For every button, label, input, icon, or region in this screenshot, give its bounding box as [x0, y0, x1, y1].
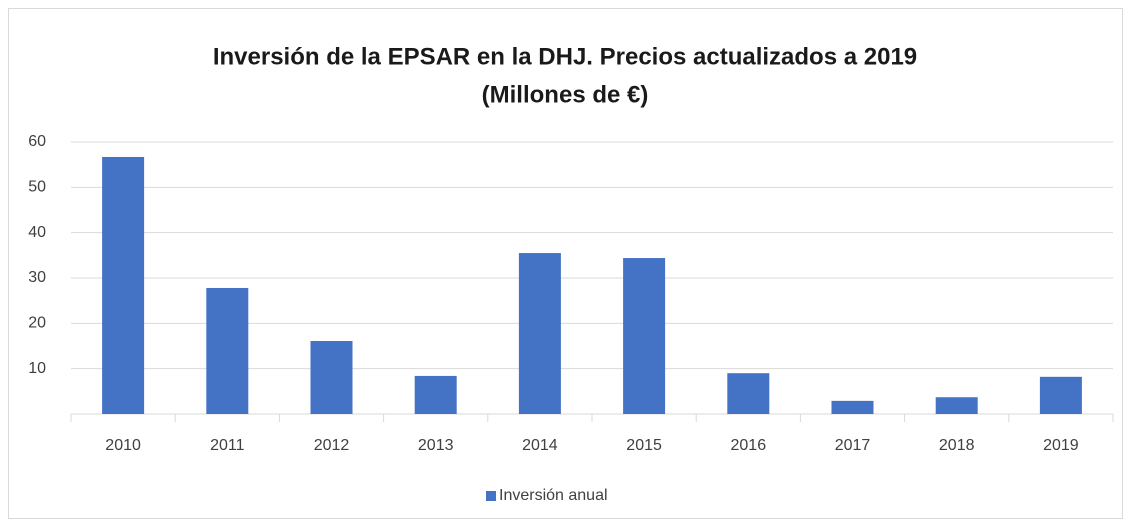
bar [1039, 376, 1082, 414]
legend-swatch [486, 491, 496, 501]
x-tick-label: 2015 [626, 437, 662, 454]
bar [935, 397, 978, 414]
bar [310, 341, 353, 414]
bar [518, 253, 561, 414]
y-tick-label: 50 [28, 179, 46, 196]
y-tick-label: 10 [28, 360, 46, 377]
legend-label: Inversión anual [499, 487, 608, 504]
x-tick-label: 2017 [835, 437, 871, 454]
y-tick-label: 60 [28, 133, 46, 150]
x-tick-label: 2013 [418, 437, 454, 454]
bar [727, 373, 770, 414]
y-tick-label: 30 [28, 269, 46, 286]
x-tick-label: 2011 [210, 437, 245, 454]
bar [623, 258, 666, 414]
chart-title: Inversión de la EPSAR en la DHJ. Precios… [213, 43, 917, 70]
chart-border [8, 8, 1123, 519]
bar [102, 156, 145, 414]
x-tick-label: 2016 [731, 437, 767, 454]
x-tick-label: 2012 [314, 437, 350, 454]
x-tick-label: 2018 [939, 437, 975, 454]
bar [206, 287, 249, 414]
y-tick-label: 40 [28, 224, 46, 241]
x-tick-label: 2019 [1043, 437, 1079, 454]
x-tick-label: 2010 [105, 437, 141, 454]
chart-subtitle: (Millones de €) [482, 81, 649, 108]
y-tick-label: 20 [28, 315, 46, 332]
bar [414, 375, 457, 414]
x-tick-label: 2014 [522, 437, 558, 454]
bar [831, 400, 874, 414]
